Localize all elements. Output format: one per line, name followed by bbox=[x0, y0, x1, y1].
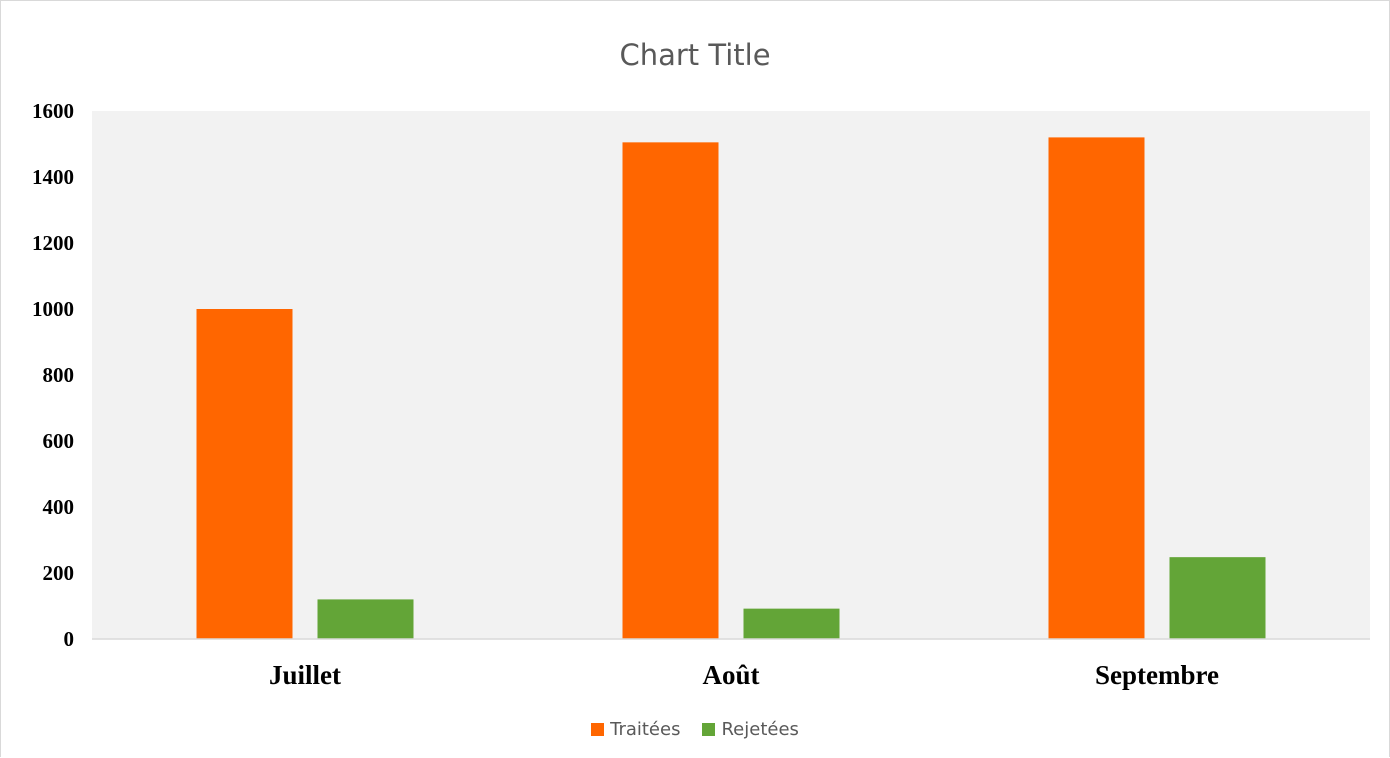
y-tick-label: 1000 bbox=[32, 297, 74, 321]
bar-traitees-0[interactable] bbox=[196, 309, 293, 639]
x-axis-category-labels: Juillet Août Septembre bbox=[269, 660, 1219, 690]
y-tick-label: 0 bbox=[64, 627, 75, 651]
y-tick-label: 1200 bbox=[32, 231, 74, 255]
y-tick-label: 400 bbox=[43, 495, 75, 519]
bar-rejetees-0[interactable] bbox=[317, 599, 414, 639]
legend-label-rejetees: Rejetées bbox=[721, 719, 799, 740]
y-tick-label: 1400 bbox=[32, 165, 74, 189]
legend-item-rejetees[interactable]: Rejetées bbox=[702, 719, 799, 740]
legend-swatch-rejetees bbox=[702, 723, 716, 736]
legend-item-traitees[interactable]: Traitées bbox=[591, 719, 680, 740]
legend-swatch-traitees bbox=[591, 723, 605, 736]
bar-traitees-2[interactable] bbox=[1048, 137, 1145, 639]
y-tick-label: 1600 bbox=[32, 99, 74, 123]
y-tick-label: 800 bbox=[43, 363, 75, 387]
plot-area bbox=[92, 111, 1370, 639]
x-category-label: Septembre bbox=[1095, 660, 1219, 690]
bar-rejetees-1[interactable] bbox=[743, 608, 840, 639]
legend: Traitées Rejetées bbox=[0, 719, 1390, 740]
x-category-label: Juillet bbox=[269, 660, 341, 690]
x-category-label: Août bbox=[702, 660, 759, 690]
bar-traitees-1[interactable] bbox=[622, 142, 719, 639]
bar-rejetees-2[interactable] bbox=[1169, 557, 1266, 639]
y-tick-label: 600 bbox=[43, 429, 75, 453]
y-axis-ticks: 0 200 400 600 800 1000 1200 1400 1600 bbox=[32, 99, 74, 651]
y-tick-label: 200 bbox=[43, 561, 75, 585]
chart-title: Chart Title bbox=[619, 38, 771, 72]
bars-group bbox=[196, 137, 1266, 639]
legend-label-traitees: Traitées bbox=[610, 719, 681, 740]
